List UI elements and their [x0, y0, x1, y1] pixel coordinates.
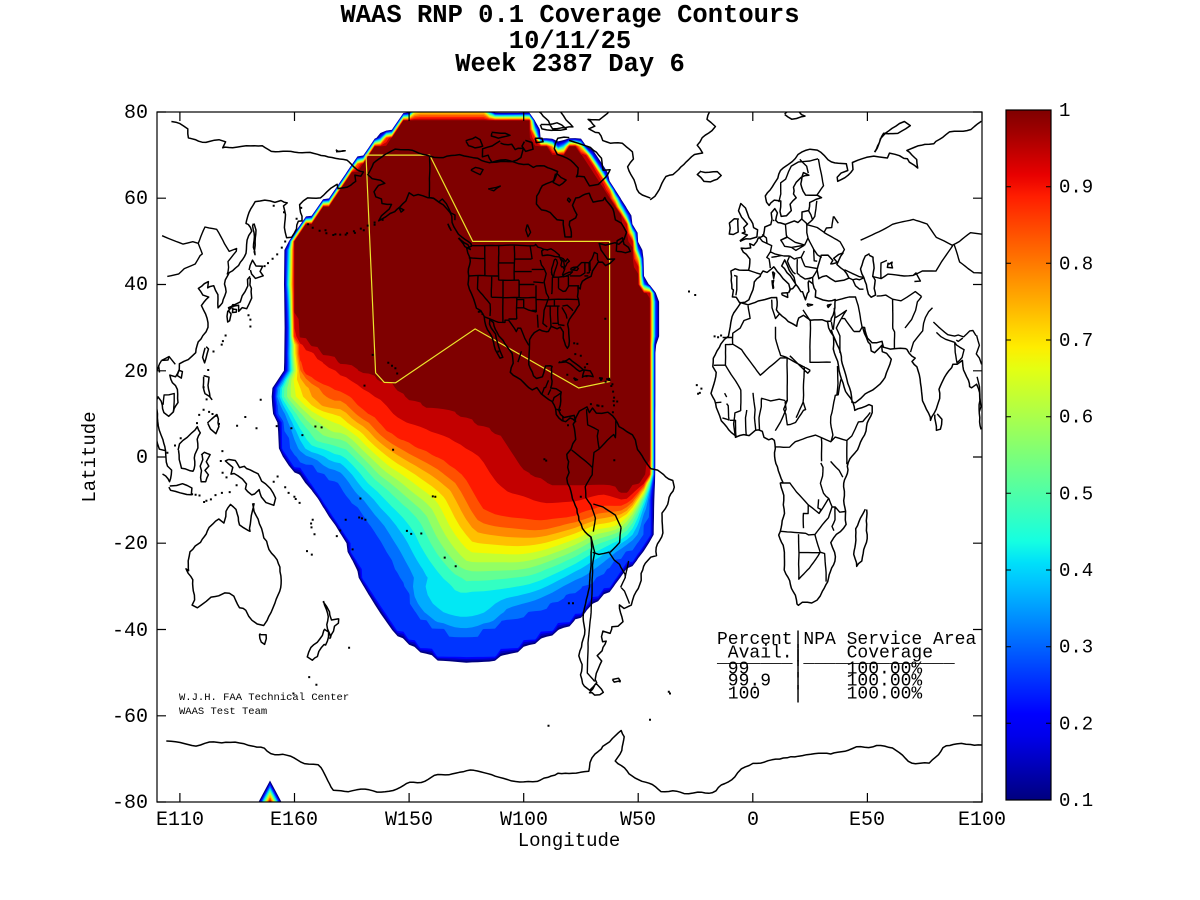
svg-text:0.5: 0.5	[1059, 483, 1093, 505]
svg-text:0.9: 0.9	[1059, 177, 1093, 199]
svg-text:0.4: 0.4	[1059, 560, 1093, 582]
svg-text:0.7: 0.7	[1059, 330, 1093, 352]
svg-text:W50: W50	[620, 809, 656, 832]
svg-text:W.J.H. FAA Technical Center: W.J.H. FAA Technical Center	[179, 692, 349, 704]
svg-text:10/11/25: 10/11/25	[509, 27, 631, 56]
svg-text:0.1: 0.1	[1059, 790, 1093, 812]
svg-text:WAAS RNP 0.1 Coverage Contours: WAAS RNP 0.1 Coverage Contours	[340, 1, 799, 30]
svg-text:40: 40	[124, 274, 148, 297]
svg-text:Latitude: Latitude	[79, 411, 101, 502]
svg-text:-80: -80	[112, 792, 148, 815]
svg-text:E100: E100	[958, 809, 1006, 832]
svg-text:Longitude: Longitude	[518, 830, 621, 852]
svg-text:0.6: 0.6	[1059, 407, 1093, 429]
svg-text:-40: -40	[112, 620, 148, 643]
svg-text:W100: W100	[500, 809, 548, 832]
svg-text:80: 80	[124, 102, 148, 125]
svg-text:_______|______________: _______|______________	[716, 648, 976, 668]
svg-text:100 | 100.00%: 100 | 100.00%	[717, 685, 922, 705]
svg-text:W150: W150	[385, 809, 433, 832]
svg-text:Avail.| Coverage: Avail.| Coverage	[717, 644, 933, 664]
svg-text:WAAS Test Team: WAAS Test Team	[179, 706, 267, 718]
svg-text:0.8: 0.8	[1059, 253, 1093, 275]
svg-text:Week 2387 Day 6: Week 2387 Day 6	[455, 50, 685, 79]
svg-text:-60: -60	[112, 706, 148, 729]
svg-text:99.9 | 100.00%: 99.9 | 100.00%	[717, 672, 922, 692]
svg-text:0: 0	[747, 809, 759, 832]
svg-text:Percent|NPA Service Area: Percent|NPA Service Area	[717, 630, 976, 650]
svg-text:E50: E50	[849, 809, 885, 832]
svg-text:99 | 100.00%: 99 | 100.00%	[717, 660, 922, 680]
svg-text:0.3: 0.3	[1059, 637, 1093, 659]
svg-text:E110: E110	[156, 809, 204, 832]
svg-text:E160: E160	[270, 809, 318, 832]
svg-text:60: 60	[124, 188, 148, 211]
svg-text:20: 20	[124, 361, 148, 384]
svg-text:1: 1	[1059, 100, 1070, 122]
svg-text:0: 0	[136, 447, 148, 470]
svg-text:-20: -20	[112, 533, 148, 556]
svg-text:0.2: 0.2	[1059, 713, 1093, 735]
